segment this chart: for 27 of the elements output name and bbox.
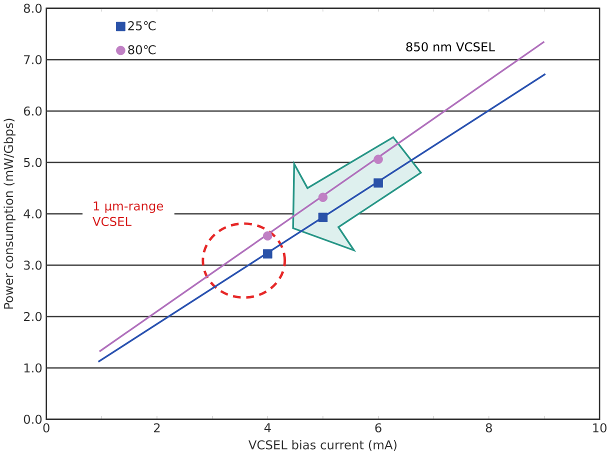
point xyxy=(374,154,383,164)
x-tick-label: 8 xyxy=(486,423,492,433)
x-tick-label: 6 xyxy=(375,423,382,433)
annotation: 1 μm-range VCSEL xyxy=(92,202,164,226)
x-tick-label: 10 xyxy=(593,423,606,433)
annotation: 850 nm VCSEL xyxy=(406,42,495,52)
point xyxy=(318,192,328,202)
point xyxy=(262,249,272,259)
y-tick-label: 8.0 xyxy=(24,4,42,14)
point xyxy=(374,178,383,188)
y-tick-label: 5.0 xyxy=(24,158,42,168)
y-tick-label: 3.0 xyxy=(24,260,42,270)
y-tick-label: 1.0 xyxy=(24,364,42,373)
point xyxy=(318,212,328,222)
x-tick-label: 4 xyxy=(264,423,271,432)
y-tick-label: 4.0 xyxy=(24,209,42,219)
x-tick-label: 0 xyxy=(43,423,50,433)
x-axis-title: VCSEL bias current (mA) xyxy=(248,440,396,452)
legend-label: 25℃ xyxy=(128,21,156,31)
y-tick-label: 0.0 xyxy=(24,414,42,424)
y-tick-label: 2.0 xyxy=(24,312,42,322)
y-tick-label: 6.0 xyxy=(24,106,42,116)
point xyxy=(262,231,272,241)
y-axis-title: Power consumption (mW/Gbps) xyxy=(4,119,16,309)
y-tick-label: 7.0 xyxy=(24,55,42,64)
x-tick-label: 2 xyxy=(154,423,160,432)
legend-label: 80℃ xyxy=(128,45,156,55)
